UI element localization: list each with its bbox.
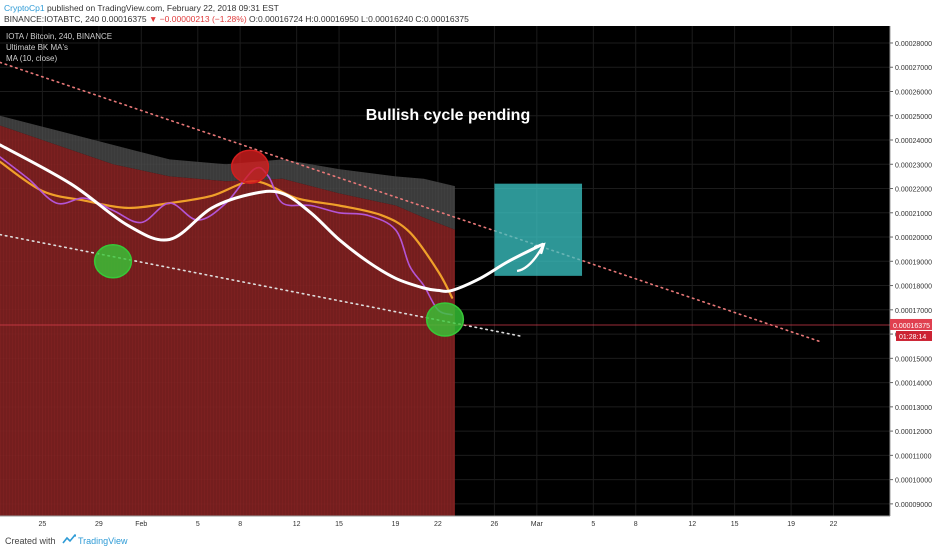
y-tick-label: 0.00009000 bbox=[895, 502, 932, 509]
y-tick-label: 0.00021000 bbox=[895, 211, 932, 218]
y-tick-label: 0.00023000 bbox=[895, 162, 932, 169]
symbol-prefix: BINANCE:IOTABTC, 240 bbox=[4, 14, 100, 24]
x-tick-label: Feb bbox=[135, 521, 147, 528]
x-tick-label: 15 bbox=[335, 521, 343, 528]
x-tick-label: 12 bbox=[688, 521, 696, 528]
x-tick-label: 29 bbox=[95, 521, 103, 528]
ribbon-texture bbox=[1, 115, 453, 516]
tradingview-brand[interactable]: TradingView bbox=[78, 536, 128, 546]
x-tick-label: 26 bbox=[491, 521, 499, 528]
ma-ribbon-gray bbox=[0, 115, 455, 230]
change-text: ▼ −0.00000213 (−1.28%) bbox=[148, 14, 247, 24]
last-price-text: 0.00016375 bbox=[101, 14, 147, 24]
ma-ribbon-red bbox=[0, 125, 455, 516]
published-text: published on TradingView.com, February 2… bbox=[47, 3, 279, 13]
last-price-label: 0.00016375 bbox=[893, 323, 930, 330]
x-tick-label: 12 bbox=[293, 521, 301, 528]
last-price-label-bg bbox=[890, 318, 932, 330]
chart-header: CryptoCp1 published on TradingView.com, … bbox=[0, 0, 932, 26]
x-tick-label: 8 bbox=[238, 521, 242, 528]
x-tick-label: 15 bbox=[731, 521, 739, 528]
y-tick-label: 0.00024000 bbox=[895, 138, 932, 145]
x-tick-label: 5 bbox=[591, 521, 595, 528]
x-tick-label: 22 bbox=[830, 521, 838, 528]
arrow-head bbox=[534, 242, 546, 255]
x-tick-label: 8 bbox=[634, 521, 638, 528]
y-tick-label: 0.00017000 bbox=[895, 308, 932, 315]
y-tick-label: 0.00014000 bbox=[895, 381, 932, 388]
trendline-lower bbox=[0, 233, 524, 338]
y-tick-label: 0.00012000 bbox=[895, 429, 932, 436]
countdown-label: 01:28:14 bbox=[899, 334, 926, 341]
y-tick-label: 0.00025000 bbox=[895, 114, 932, 121]
countdown-label-bg bbox=[896, 330, 932, 341]
y-tick-label: 0.00028000 bbox=[895, 41, 932, 48]
ohlc-text: O:0.00016724 H:0.00016950 L:0.00016240 C… bbox=[249, 14, 469, 24]
x-tick-label: 25 bbox=[38, 521, 46, 528]
x-tick-label: 19 bbox=[392, 521, 400, 528]
legend-entry: IOTA / Bitcoin, 240, BINANCE bbox=[6, 32, 112, 41]
circle-red-1 bbox=[230, 149, 270, 184]
symbol-line: BINANCE:IOTABTC, 240 0.00016375 ▼ −0.000… bbox=[4, 14, 469, 24]
y-tick-label: 0.00015000 bbox=[895, 356, 932, 363]
y-tick-label: 0.00010000 bbox=[895, 478, 932, 485]
circle-green-2 bbox=[425, 302, 465, 337]
y-tick-label: 0.00026000 bbox=[895, 89, 932, 96]
price-chart[interactable]: Bullish cycle pending IOTA / Bitcoin, 240… bbox=[0, 26, 932, 531]
y-tick-label: 0.00019000 bbox=[895, 259, 932, 266]
price-axis bbox=[890, 26, 932, 516]
y-tick-label: 0.00011000 bbox=[895, 453, 932, 460]
y-tick-label: 0.00018000 bbox=[895, 284, 932, 291]
annotation-text: Bullish cycle pending bbox=[366, 107, 530, 124]
circle-green-0 bbox=[93, 244, 133, 279]
created-with-text: Created with bbox=[5, 536, 56, 546]
y-tick-label: 0.00027000 bbox=[895, 65, 932, 72]
x-tick-label: 19 bbox=[787, 521, 795, 528]
trendline-upper bbox=[0, 61, 821, 343]
x-tick-label: 5 bbox=[196, 521, 200, 528]
series-line-white bbox=[0, 143, 544, 293]
y-tick-label: 0.00013000 bbox=[895, 405, 932, 412]
y-tick-label: 0.00022000 bbox=[895, 187, 932, 194]
x-tick-label: Mar bbox=[531, 521, 544, 528]
time-axis bbox=[0, 516, 890, 531]
legend-entry: Ultimate BK MA's bbox=[6, 43, 68, 52]
x-tick-label: 22 bbox=[434, 521, 442, 528]
footer: Created with TradingView bbox=[0, 531, 932, 550]
legend-entry: MA (10, close) bbox=[6, 54, 57, 63]
publish-line: CryptoCp1 published on TradingView.com, … bbox=[4, 3, 279, 13]
author-link[interactable]: CryptoCp1 bbox=[4, 3, 45, 13]
tradingview-logo-icon bbox=[62, 534, 76, 544]
y-tick-label: 0.00020000 bbox=[895, 235, 932, 242]
